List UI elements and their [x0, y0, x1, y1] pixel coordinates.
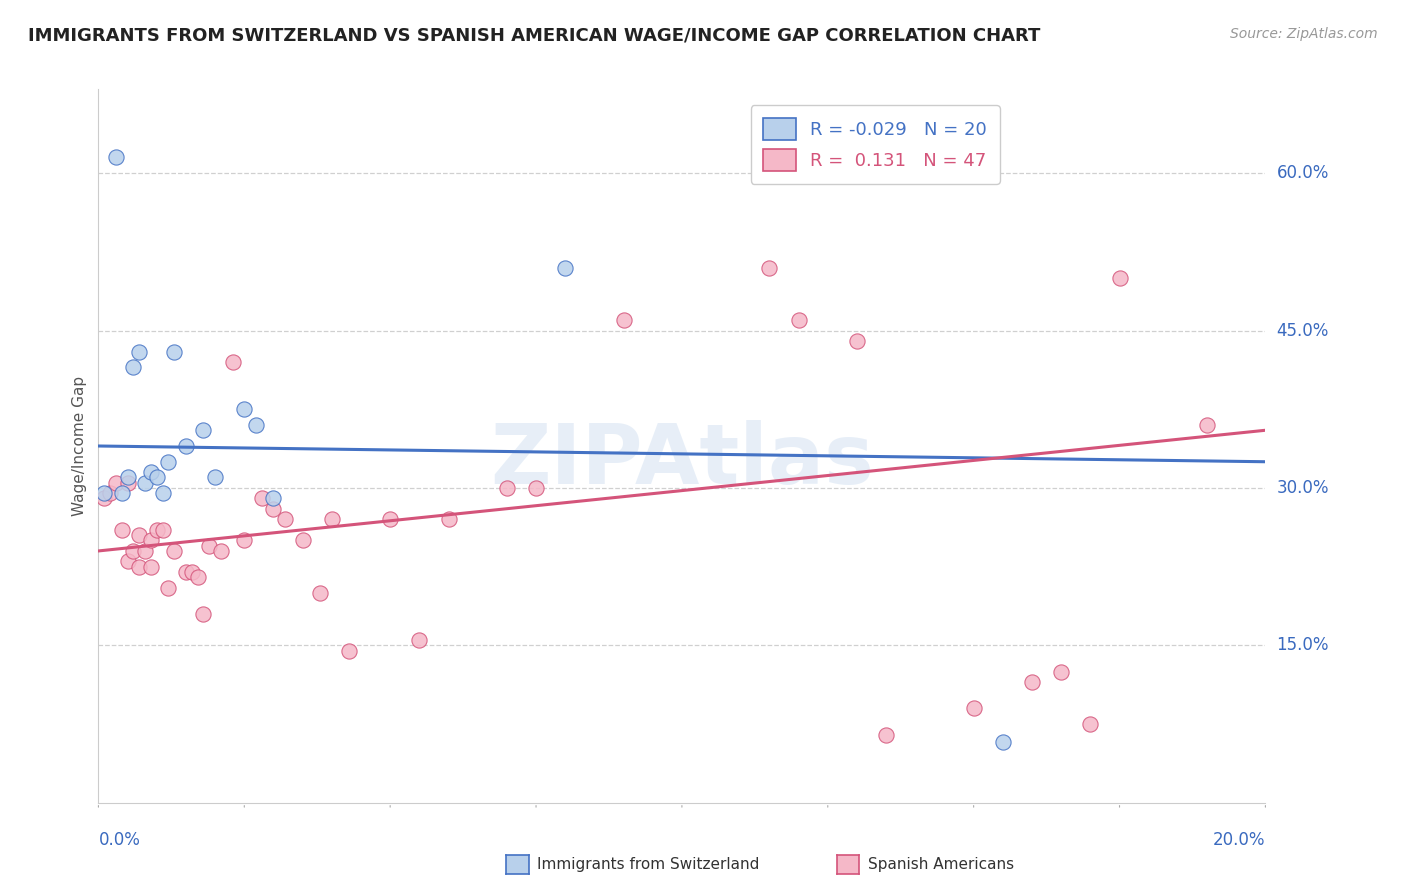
Point: [104, 475, 127, 490]
Point: [524, 481, 547, 495]
Point: [1080, 717, 1102, 731]
Text: Immigrants from Switzerland: Immigrants from Switzerland: [537, 857, 759, 871]
Text: 15.0%: 15.0%: [1277, 636, 1329, 655]
Point: [193, 423, 215, 437]
Point: [1195, 417, 1218, 432]
Point: [380, 512, 402, 526]
Text: 20.0%: 20.0%: [1213, 830, 1265, 848]
Point: [93, 491, 115, 506]
Legend: R = -0.029   N = 20, R =  0.131   N = 47: R = -0.029 N = 20, R = 0.131 N = 47: [751, 105, 1000, 184]
Point: [250, 491, 273, 506]
Point: [1050, 665, 1073, 679]
Text: 45.0%: 45.0%: [1277, 321, 1329, 340]
Point: [122, 544, 145, 558]
Point: [262, 502, 284, 516]
Point: [1021, 675, 1043, 690]
Point: [104, 150, 127, 164]
Point: [309, 586, 332, 600]
Text: 60.0%: 60.0%: [1277, 164, 1329, 182]
Point: [98, 486, 121, 500]
Point: [962, 701, 984, 715]
Point: [554, 260, 576, 275]
Point: [117, 475, 139, 490]
Point: [321, 512, 343, 526]
Point: [204, 470, 226, 484]
Point: [846, 334, 869, 348]
Point: [496, 481, 519, 495]
Point: [408, 633, 430, 648]
Point: [991, 735, 1014, 749]
Point: [139, 465, 162, 479]
Point: [128, 344, 150, 359]
Text: 0.0%: 0.0%: [98, 830, 141, 848]
Point: [128, 559, 150, 574]
Point: [612, 313, 634, 327]
Point: [139, 559, 162, 574]
Point: [146, 523, 169, 537]
Point: [117, 554, 139, 568]
Point: [198, 539, 221, 553]
Point: [758, 260, 780, 275]
Point: [163, 544, 186, 558]
Point: [157, 581, 180, 595]
Text: Source: ZipAtlas.com: Source: ZipAtlas.com: [1230, 27, 1378, 41]
Point: [221, 355, 243, 369]
Point: [128, 528, 150, 542]
Point: [875, 728, 897, 742]
Point: [180, 565, 202, 579]
Point: [111, 486, 134, 500]
Point: [174, 565, 197, 579]
Point: [787, 313, 810, 327]
Point: [134, 544, 156, 558]
Point: [111, 523, 134, 537]
Point: [134, 475, 156, 490]
Text: Spanish Americans: Spanish Americans: [868, 857, 1014, 871]
Text: ZIPAtlas: ZIPAtlas: [489, 420, 875, 500]
Point: [187, 570, 209, 584]
Point: [291, 533, 314, 548]
Point: [139, 533, 162, 548]
Point: [152, 486, 174, 500]
Point: [193, 607, 215, 621]
Point: [93, 486, 115, 500]
Point: [157, 455, 180, 469]
Point: [163, 344, 186, 359]
Point: [117, 470, 139, 484]
Point: [233, 402, 256, 417]
Text: IMMIGRANTS FROM SWITZERLAND VS SPANISH AMERICAN WAGE/INCOME GAP CORRELATION CHAR: IMMIGRANTS FROM SWITZERLAND VS SPANISH A…: [28, 27, 1040, 45]
Point: [122, 360, 145, 375]
Text: 30.0%: 30.0%: [1277, 479, 1329, 497]
Point: [274, 512, 297, 526]
Point: [262, 491, 284, 506]
Point: [245, 417, 267, 432]
Point: [233, 533, 256, 548]
Point: [174, 439, 197, 453]
Y-axis label: Wage/Income Gap: Wage/Income Gap: [72, 376, 87, 516]
Point: [437, 512, 460, 526]
Point: [1108, 271, 1130, 285]
Point: [146, 470, 169, 484]
Point: [152, 523, 174, 537]
Point: [209, 544, 232, 558]
Point: [337, 643, 360, 657]
